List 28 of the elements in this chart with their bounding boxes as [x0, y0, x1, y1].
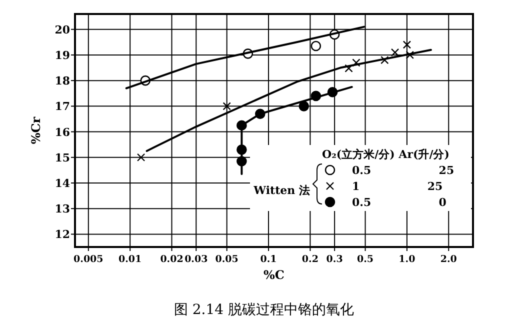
x-tick-label: 0.03 [184, 254, 208, 265]
y-tick-label: 14 [54, 176, 70, 190]
x-tick-label: 0.02 [160, 254, 184, 265]
x-tick-label: 2.0 [440, 254, 458, 265]
annotation: Witten 法 [252, 184, 310, 197]
x-tick-label: 0.2 [302, 254, 318, 265]
x-tick-label: 0.01 [118, 254, 142, 265]
y-tick-label: 18 [54, 74, 70, 88]
legend-label: 0.5 25 [352, 164, 454, 177]
x-tick-label: 0.005 [74, 254, 104, 265]
x-tick-label: 1.0 [398, 254, 416, 265]
text: 图 2.14 脱碳过程中铬的氧化 [174, 302, 354, 318]
legend-label: 0.5 0 [352, 196, 447, 209]
legend-title: O₂(立方米/分) Ar(升/分) [322, 148, 450, 161]
y-tick-label: 20 [54, 23, 70, 36]
x-axis-title: %C [264, 268, 284, 282]
y-tick-label: 19 [54, 48, 70, 62]
y-tick-label: 17 [54, 100, 70, 114]
y-axis-title: %Cr [29, 116, 43, 144]
y-tick-label: 12 [54, 228, 70, 242]
x-tick-label: 0.1 [260, 254, 277, 265]
x-tick-label: 0.05 [215, 254, 238, 265]
legend-label: 1 25 [352, 180, 443, 193]
y-tick-label: 15 [54, 151, 70, 164]
x-tick-label: 0.5 [357, 254, 374, 265]
y-tick-label: 16 [54, 126, 70, 139]
y-tick-label: 13 [54, 202, 70, 216]
x-tick-label: 0.3 [326, 254, 343, 265]
